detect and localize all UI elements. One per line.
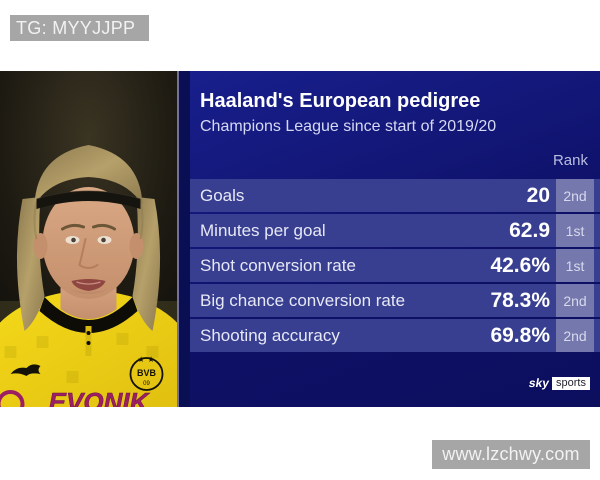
svg-text:BVB: BVB (137, 368, 157, 378)
svg-text:EVONIK: EVONIK (49, 387, 151, 407)
svg-text:★: ★ (138, 355, 145, 364)
svg-text:★: ★ (148, 355, 155, 364)
